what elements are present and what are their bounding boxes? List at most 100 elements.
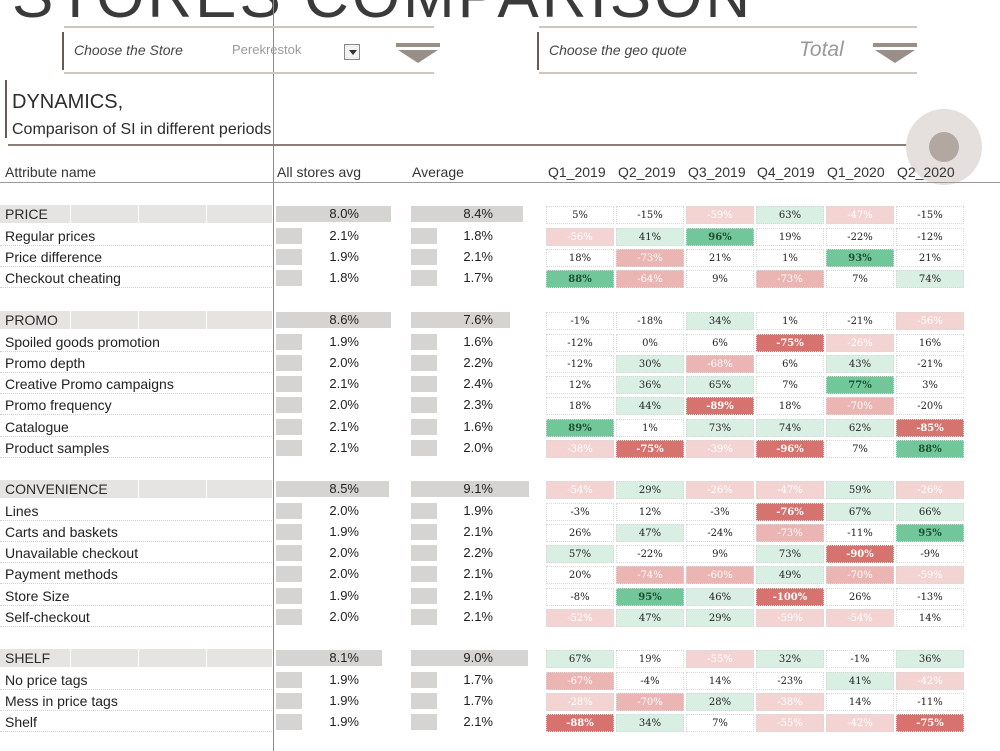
attribute-row-name[interactable]: No price tags <box>5 672 88 688</box>
section-name[interactable]: PRICE <box>5 206 48 222</box>
quarter-value-cell[interactable]: -28% <box>546 693 614 711</box>
quarter-value-cell[interactable]: 65% <box>686 376 754 394</box>
quarter-value-cell[interactable]: 26% <box>546 524 614 542</box>
quarter-value-cell[interactable]: -1% <box>826 650 894 668</box>
attribute-row-name[interactable]: Mess in price tags <box>5 693 118 709</box>
quarter-value-cell[interactable]: -11% <box>826 524 894 542</box>
quarter-value-cell[interactable]: 77% <box>826 376 894 394</box>
quarter-value-cell[interactable]: -75% <box>616 440 684 458</box>
quarter-value-cell[interactable]: 73% <box>686 419 754 437</box>
quarter-value-cell[interactable]: 74% <box>896 270 964 288</box>
attribute-row-name[interactable]: Promo frequency <box>5 397 112 413</box>
section-name[interactable]: CONVENIENCE <box>5 481 108 497</box>
quarter-value-cell[interactable]: -18% <box>616 312 684 330</box>
quarter-value-cell[interactable]: -42% <box>826 714 894 732</box>
quarter-value-cell[interactable]: 32% <box>756 650 824 668</box>
attribute-row-name[interactable]: Carts and baskets <box>5 524 118 540</box>
quarter-value-cell[interactable]: -59% <box>756 609 824 627</box>
attribute-row-name[interactable]: Shelf <box>5 714 37 730</box>
quarter-value-cell[interactable]: 93% <box>826 249 894 267</box>
quarter-value-cell[interactable]: -56% <box>546 228 614 246</box>
quarter-value-cell[interactable]: -22% <box>826 228 894 246</box>
quarter-value-cell[interactable]: 34% <box>686 312 754 330</box>
quarter-value-cell[interactable]: 6% <box>686 334 754 352</box>
quarter-value-cell[interactable]: 18% <box>546 397 614 415</box>
quarter-value-cell[interactable]: 46% <box>686 588 754 606</box>
quarter-value-cell[interactable]: 47% <box>616 609 684 627</box>
quarter-value-cell[interactable]: 6% <box>756 355 824 373</box>
quarter-value-cell[interactable]: 59% <box>826 481 894 499</box>
quarter-value-cell[interactable]: -75% <box>756 334 824 352</box>
quarter-value-cell[interactable]: -75% <box>896 714 964 732</box>
quarter-value-cell[interactable]: -39% <box>686 440 754 458</box>
quarter-value-cell[interactable]: 95% <box>896 524 964 542</box>
quarter-value-cell[interactable]: 67% <box>546 650 614 668</box>
quarter-value-cell[interactable]: 20% <box>546 566 614 584</box>
quarter-value-cell[interactable]: 14% <box>896 609 964 627</box>
quarter-value-cell[interactable]: 41% <box>826 672 894 690</box>
quarter-value-cell[interactable]: 41% <box>616 228 684 246</box>
quarter-value-cell[interactable]: 5% <box>546 206 614 224</box>
quarter-value-cell[interactable]: -96% <box>756 440 824 458</box>
quarter-value-cell[interactable]: 34% <box>616 714 684 732</box>
quarter-value-cell[interactable]: -54% <box>546 481 614 499</box>
quarter-value-cell[interactable]: -56% <box>896 312 964 330</box>
quarter-value-cell[interactable]: -76% <box>756 503 824 521</box>
quarter-value-cell[interactable]: 67% <box>826 503 894 521</box>
quarter-value-cell[interactable]: 88% <box>896 440 964 458</box>
quarter-value-cell[interactable]: 9% <box>686 545 754 563</box>
quarter-value-cell[interactable]: 74% <box>756 419 824 437</box>
quarter-value-cell[interactable]: -12% <box>896 228 964 246</box>
quarter-value-cell[interactable]: 66% <box>896 503 964 521</box>
quarter-value-cell[interactable]: 44% <box>616 397 684 415</box>
quarter-value-cell[interactable]: -42% <box>896 672 964 690</box>
quarter-value-cell[interactable]: -70% <box>826 397 894 415</box>
section-name[interactable]: SHELF <box>5 650 51 666</box>
attribute-row-name[interactable]: Payment methods <box>5 566 118 582</box>
quarter-value-cell[interactable]: 95% <box>616 588 684 606</box>
quarter-value-cell[interactable]: -21% <box>896 355 964 373</box>
quarter-value-cell[interactable]: -24% <box>686 524 754 542</box>
quarter-value-cell[interactable]: -74% <box>616 566 684 584</box>
quarter-value-cell[interactable]: -26% <box>686 481 754 499</box>
quarter-value-cell[interactable]: 29% <box>616 481 684 499</box>
quarter-value-cell[interactable]: 88% <box>546 270 614 288</box>
quarter-value-cell[interactable]: 21% <box>896 249 964 267</box>
quarter-value-cell[interactable]: -11% <box>896 693 964 711</box>
quarter-value-cell[interactable]: 7% <box>826 270 894 288</box>
quarter-value-cell[interactable]: 14% <box>686 672 754 690</box>
quarter-value-cell[interactable]: -55% <box>756 714 824 732</box>
quarter-value-cell[interactable]: -47% <box>826 206 894 224</box>
quarter-value-cell[interactable]: 12% <box>546 376 614 394</box>
quarter-value-cell[interactable]: -85% <box>896 419 964 437</box>
quarter-value-cell[interactable]: -67% <box>546 672 614 690</box>
quarter-value-cell[interactable]: -15% <box>896 206 964 224</box>
quarter-value-cell[interactable]: -89% <box>686 397 754 415</box>
attribute-row-name[interactable]: Regular prices <box>5 228 96 244</box>
attribute-row-name[interactable]: Creative Promo campaigns <box>5 376 174 392</box>
attribute-row-name[interactable]: Promo depth <box>5 355 86 371</box>
quarter-value-cell[interactable]: -47% <box>756 481 824 499</box>
quarter-value-cell[interactable]: 26% <box>826 588 894 606</box>
quarter-value-cell[interactable]: 7% <box>826 440 894 458</box>
quarter-value-cell[interactable]: 89% <box>546 419 614 437</box>
quarter-value-cell[interactable]: 57% <box>546 545 614 563</box>
quarter-value-cell[interactable]: 1% <box>756 249 824 267</box>
quarter-value-cell[interactable]: -22% <box>616 545 684 563</box>
quarter-value-cell[interactable]: 3% <box>896 376 964 394</box>
quarter-value-cell[interactable]: 29% <box>686 609 754 627</box>
quarter-value-cell[interactable]: -52% <box>546 609 614 627</box>
quarter-value-cell[interactable]: 12% <box>616 503 684 521</box>
quarter-value-cell[interactable]: -55% <box>686 650 754 668</box>
quarter-value-cell[interactable]: 47% <box>616 524 684 542</box>
quarter-value-cell[interactable]: -15% <box>616 206 684 224</box>
quarter-value-cell[interactable]: 30% <box>616 355 684 373</box>
quarter-value-cell[interactable]: -70% <box>616 693 684 711</box>
quarter-value-cell[interactable]: -26% <box>896 481 964 499</box>
store-selector-value[interactable]: Perekrestok <box>232 42 302 57</box>
quarter-value-cell[interactable]: -73% <box>756 524 824 542</box>
attribute-row-name[interactable]: Price difference <box>5 249 103 265</box>
quarter-value-cell[interactable]: -20% <box>896 397 964 415</box>
geo-selector[interactable]: Choose the geo quote Total <box>537 26 917 74</box>
section-name[interactable]: PROMO <box>5 312 58 328</box>
